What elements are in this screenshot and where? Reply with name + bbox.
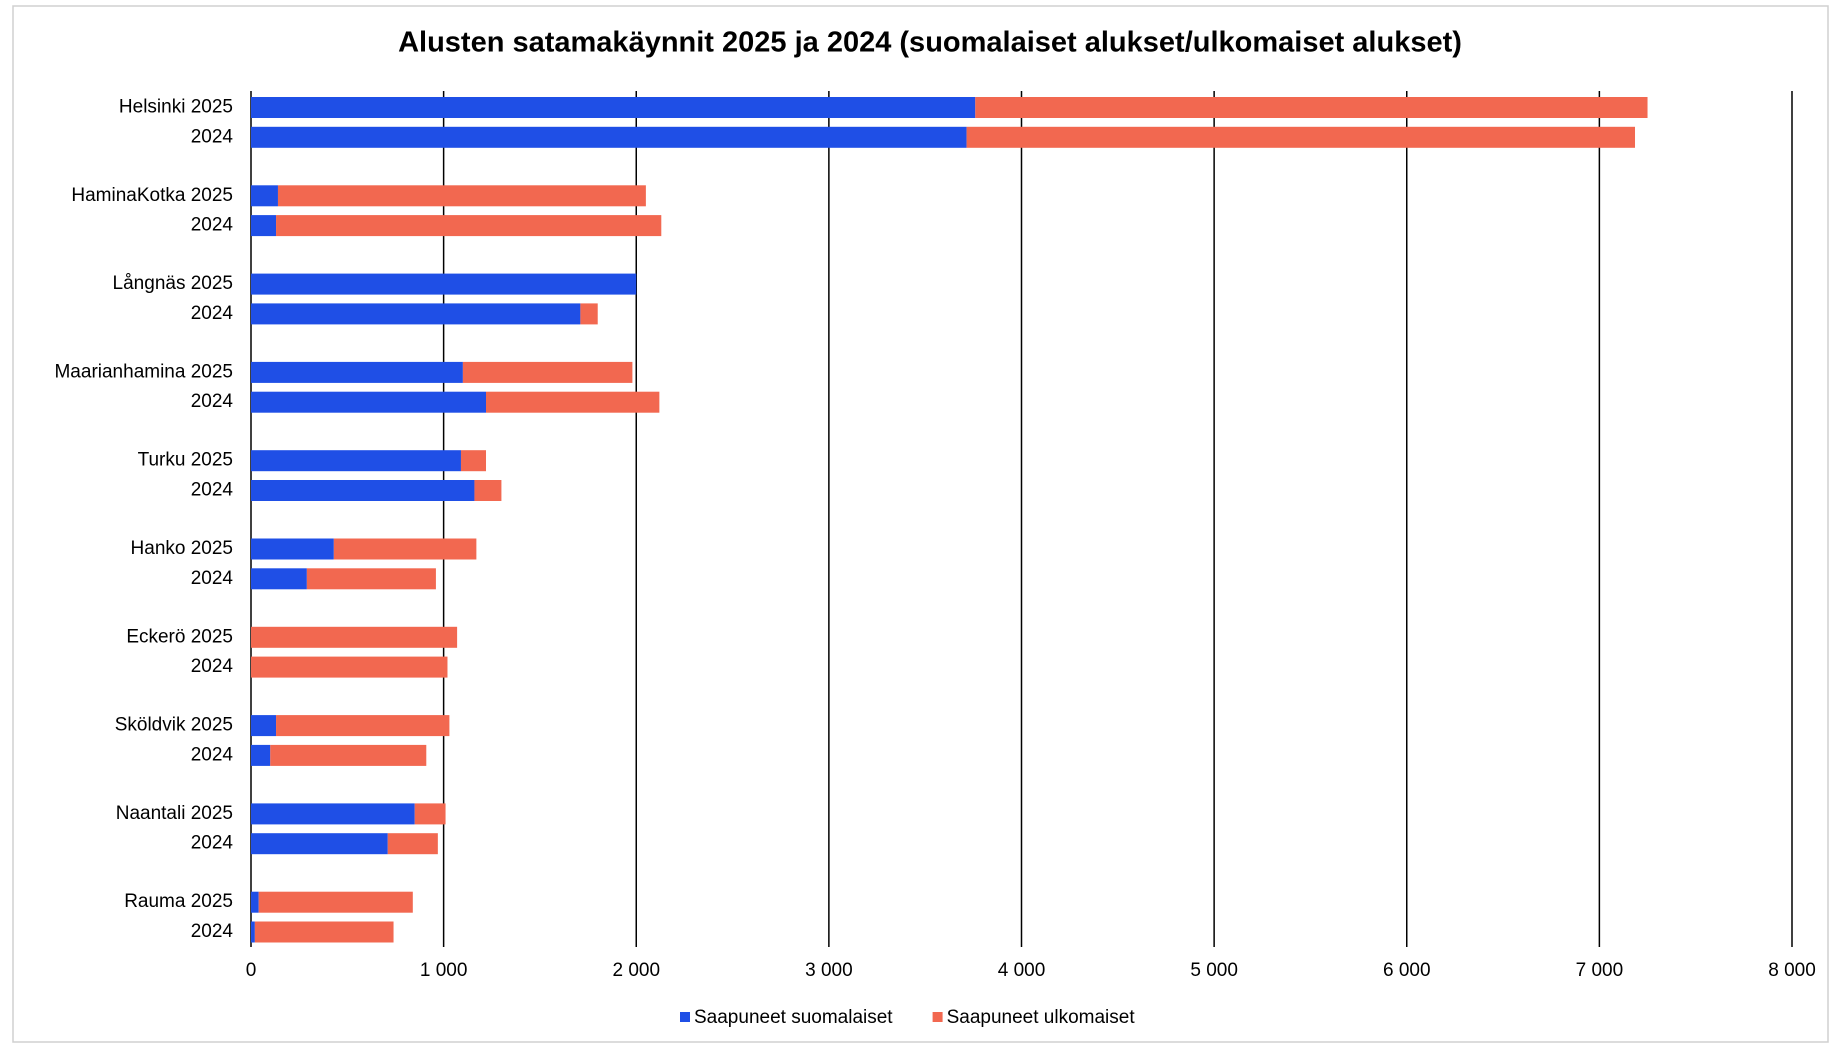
y-tick-label: 2024 — [191, 215, 234, 236]
y-tick-label: 2024 — [191, 921, 234, 942]
bar-segment — [966, 126, 1636, 148]
y-tick-label: Långnäs 2025 — [113, 273, 233, 294]
bar-segment — [251, 273, 637, 295]
x-tick-label: 6 000 — [1383, 960, 1431, 981]
legend-swatch — [932, 1012, 943, 1022]
bar-segment — [251, 715, 277, 737]
y-tick-label: Naantali 2025 — [116, 803, 233, 824]
legend-label: Saapuneet ulkomaiset — [947, 1007, 1136, 1028]
bar-segment — [306, 568, 436, 590]
y-tick-label: Turku 2025 — [138, 450, 233, 471]
bar-segment — [276, 215, 662, 237]
bar-segment — [486, 391, 660, 413]
bar-segment — [251, 126, 967, 148]
bar-segment — [251, 391, 487, 413]
x-tick-label: 3 000 — [805, 960, 853, 981]
x-tick-label: 5 000 — [1190, 960, 1238, 981]
bar-segment — [251, 891, 259, 913]
bar-segment — [251, 833, 388, 855]
y-tick-label: Helsinki 2025 — [119, 97, 233, 118]
y-tick-label: 2024 — [191, 126, 234, 147]
bar-segment — [251, 480, 475, 501]
y-tick-label: 2024 — [191, 744, 234, 765]
bar-segment — [251, 450, 461, 472]
y-tick-label: Hanko 2025 — [131, 538, 233, 559]
bar-segment — [333, 538, 477, 560]
bar-segment — [270, 744, 427, 766]
y-tick-label: 2024 — [191, 480, 234, 501]
bar-segment — [251, 626, 458, 648]
y-tick-label: 2024 — [191, 391, 234, 412]
x-tick-label: 4 000 — [998, 960, 1046, 981]
bar-segment — [462, 361, 633, 383]
bar-segment — [414, 803, 446, 825]
x-tick-label: 8 000 — [1768, 960, 1816, 981]
bar-segment — [474, 480, 502, 501]
bar-segment — [387, 833, 438, 855]
y-tick-label: Sköldvik 2025 — [115, 715, 233, 736]
x-tick-label: 2 000 — [612, 960, 660, 981]
bar-segment — [251, 97, 976, 118]
bar-segment — [251, 921, 255, 943]
y-tick-label: Rauma 2025 — [124, 891, 233, 912]
legend-label: Saapuneet suomalaiset — [694, 1007, 893, 1028]
bar-segment — [251, 803, 415, 825]
y-tick-label: 2024 — [191, 303, 234, 324]
chart-frame — [12, 5, 1829, 1043]
bar-segment — [251, 538, 334, 560]
bar-segment — [975, 97, 1648, 118]
y-tick-label: 2024 — [191, 656, 234, 677]
x-tick-label: 1 000 — [420, 960, 468, 981]
bar-segment — [251, 656, 448, 678]
x-tick-label: 0 — [246, 960, 257, 981]
bar-segment — [276, 715, 450, 737]
y-tick-label: 2024 — [191, 568, 234, 589]
y-tick-label: 2024 — [191, 833, 234, 854]
bar-segment — [251, 215, 277, 237]
y-tick-label: Eckerö 2025 — [126, 626, 233, 647]
y-tick-label: HaminaKotka 2025 — [71, 185, 233, 206]
bar-segment — [251, 568, 307, 590]
chart-title: Alusten satamakäynnit 2025 ja 2024 (suom… — [398, 27, 1462, 59]
bar-segment — [277, 185, 646, 207]
bar-segment — [254, 921, 394, 943]
bar-segment — [251, 361, 463, 383]
x-tick-label: 7 000 — [1576, 960, 1624, 981]
bar-segment — [251, 744, 271, 766]
bar-segment — [580, 303, 598, 325]
bar-segment — [251, 303, 581, 325]
bar-segment — [460, 450, 487, 472]
bar-segment — [258, 891, 413, 913]
y-tick-label: Maarianhamina 2025 — [54, 361, 233, 382]
legend-swatch — [680, 1012, 690, 1022]
bar-segment — [251, 185, 278, 207]
